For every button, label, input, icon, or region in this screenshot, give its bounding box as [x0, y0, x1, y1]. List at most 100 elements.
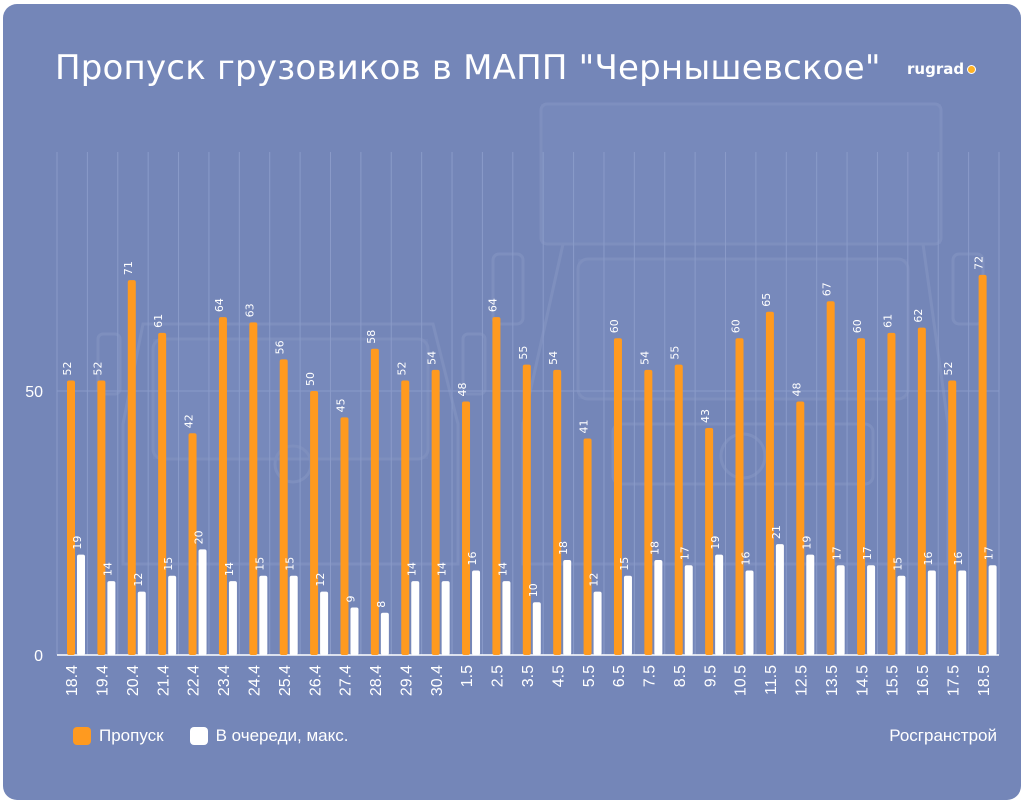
legend-label-queue: В очереди, макс.	[215, 726, 349, 745]
data-label-pass: 60	[608, 319, 621, 333]
bar-pass	[127, 280, 136, 655]
x-tick-label: 28.4	[368, 665, 385, 696]
legend-swatch-pass	[73, 727, 91, 745]
bar-pass	[218, 317, 227, 655]
x-tick-label: 3.5	[520, 665, 537, 687]
data-label-queue: 10	[527, 583, 540, 597]
data-label-queue: 17	[983, 546, 996, 560]
bar-queue	[532, 602, 541, 655]
x-tick-label: 24.4	[247, 665, 264, 696]
data-label-pass: 61	[152, 314, 165, 328]
bar-queue	[958, 570, 967, 655]
bar-pass	[462, 401, 471, 655]
data-label-queue: 15	[162, 557, 175, 571]
bar-pass	[188, 433, 197, 655]
data-label-pass: 41	[578, 420, 591, 434]
bar-queue	[715, 554, 724, 655]
data-label-queue: 15	[891, 557, 904, 571]
data-label-pass: 45	[334, 398, 347, 412]
bar-pass	[97, 380, 106, 655]
bar-queue	[441, 581, 450, 655]
bar-pass	[674, 364, 683, 655]
x-tick-label: 6.5	[611, 665, 628, 687]
bar-queue	[168, 575, 177, 655]
data-label-queue: 19	[800, 536, 813, 550]
data-label-pass: 54	[426, 351, 439, 365]
bar-pass	[644, 369, 653, 655]
chart-title: Пропуск грузовиков в МАПП "Чернышевское"	[55, 48, 881, 88]
bar-pass	[826, 301, 835, 655]
bar-queue	[380, 612, 389, 655]
bar-pass	[401, 380, 410, 655]
bar-queue	[593, 591, 602, 655]
data-label-queue: 9	[344, 595, 357, 602]
data-label-queue: 14	[223, 562, 236, 576]
y-tick-label: 50	[25, 384, 43, 401]
bar-queue	[897, 575, 906, 655]
data-label-pass: 60	[730, 319, 743, 333]
data-label-queue: 14	[405, 562, 418, 576]
bar-queue	[77, 554, 85, 655]
bar-queue	[198, 549, 207, 655]
bar-queue	[623, 575, 632, 655]
bar-queue	[472, 570, 481, 655]
x-tick-label: 9.5	[702, 665, 719, 687]
source-label: Росгранстрой	[889, 726, 997, 745]
data-label-queue: 19	[709, 536, 722, 550]
data-label-pass: 72	[973, 256, 986, 270]
legend-swatch-queue	[189, 727, 208, 745]
x-tick-label: 12.5	[793, 665, 810, 696]
bar-queue	[684, 565, 693, 655]
bar-pass	[613, 338, 622, 655]
x-tick-label: 8.5	[672, 665, 689, 687]
bar-pass	[67, 380, 75, 655]
data-label-queue: 15	[284, 557, 297, 571]
x-tick-label: 13.5	[824, 665, 841, 696]
data-label-queue: 14	[101, 562, 114, 576]
data-label-pass: 64	[486, 298, 499, 312]
data-label-pass: 42	[183, 414, 196, 428]
rugrad-logo: rugrad	[907, 60, 977, 78]
data-label-queue: 8	[375, 601, 388, 608]
data-label-pass: 50	[304, 372, 317, 386]
data-label-queue: 16	[740, 552, 753, 566]
bar-pass	[735, 338, 744, 655]
data-label-pass: 54	[638, 351, 651, 365]
bar-queue	[654, 559, 663, 655]
x-tick-label: 7.5	[642, 665, 659, 687]
legend: Пропуск В очереди, макс.	[73, 726, 374, 746]
x-tick-label: 19.4	[95, 665, 112, 696]
y-tick-label: 0	[34, 648, 43, 665]
bar-queue	[107, 581, 116, 655]
bar-queue	[137, 591, 146, 655]
data-label-pass: 71	[122, 261, 135, 275]
x-tick-label: 25.4	[277, 665, 294, 696]
data-label-pass: 48	[456, 383, 469, 397]
bar-queue	[927, 570, 936, 655]
chart-card: Пропуск грузовиков в МАПП "Чернышевское"…	[3, 4, 1021, 800]
data-label-queue: 17	[679, 546, 692, 560]
bar-queue	[411, 581, 420, 655]
bar-pass	[158, 332, 167, 655]
data-label-pass: 52	[61, 361, 74, 375]
x-tick-label: 18.5	[976, 665, 993, 696]
data-label-pass: 43	[699, 409, 712, 423]
bar-queue	[320, 591, 329, 655]
bar-pass	[583, 438, 592, 655]
data-label-queue: 12	[314, 573, 327, 587]
data-label-pass: 67	[821, 282, 834, 296]
data-label-queue: 20	[193, 530, 206, 544]
x-tick-label: 21.4	[155, 665, 172, 696]
x-tick-label: 26.4	[307, 665, 324, 696]
x-tick-label: 23.4	[216, 665, 233, 696]
data-label-pass: 52	[91, 361, 104, 375]
data-label-pass: 58	[365, 330, 378, 344]
data-label-queue: 16	[922, 552, 935, 566]
x-tick-label: 5.5	[581, 665, 598, 687]
x-tick-label: 18.4	[64, 665, 81, 696]
x-tick-label: 17.5	[945, 665, 962, 696]
x-tick-label: 10.5	[733, 665, 750, 696]
data-label-pass: 63	[243, 303, 256, 317]
x-tick-label: 1.5	[459, 665, 476, 687]
bar-queue	[289, 575, 298, 655]
